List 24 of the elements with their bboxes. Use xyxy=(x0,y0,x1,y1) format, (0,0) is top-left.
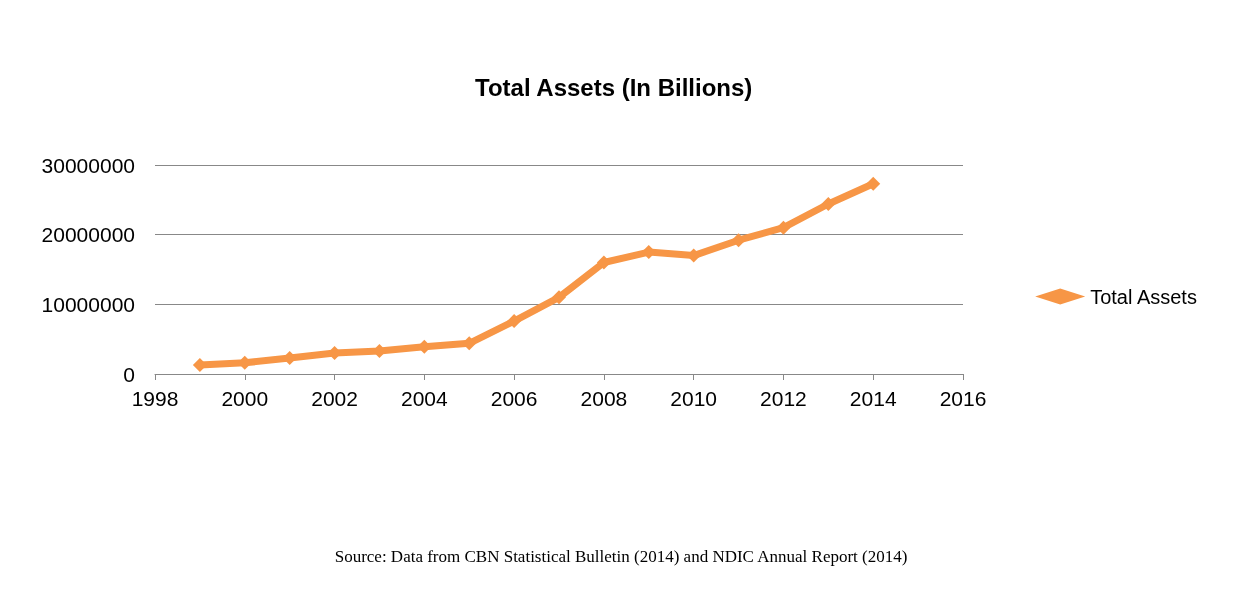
x-tick-label: 2016 xyxy=(939,387,987,410)
point xyxy=(821,197,836,212)
x-tick-label: 2012 xyxy=(760,387,807,410)
point xyxy=(866,176,881,191)
point xyxy=(507,314,522,329)
y-tick-label: 10000000 xyxy=(41,292,135,316)
x-tick-label: 1998 xyxy=(131,387,179,410)
legend-label: Total Assets xyxy=(1090,285,1197,308)
point xyxy=(596,255,611,270)
x-tick-label: 2002 xyxy=(311,387,358,410)
y-tick-label: 0 xyxy=(123,362,135,386)
y-tick-label: 30000000 xyxy=(41,153,135,177)
x-tick-label: 2004 xyxy=(400,387,449,410)
point xyxy=(731,233,746,248)
point xyxy=(776,220,791,235)
point xyxy=(552,290,566,305)
x-tick-label: 2010 xyxy=(670,387,718,410)
x-tick-label: 2008 xyxy=(580,387,628,410)
x-tick-label: 2014 xyxy=(849,387,897,410)
source-note: Source: Data from CBN Statistical Bulletin (2014) and NDIC Annual Report (2014) xyxy=(334,547,908,566)
x-tick-label: 2000 xyxy=(221,387,269,410)
y-tick-label: 20000000 xyxy=(41,223,135,247)
x-tick-label: 2006 xyxy=(490,387,538,410)
chart-title: Total Assets (In Billions) xyxy=(475,73,753,101)
